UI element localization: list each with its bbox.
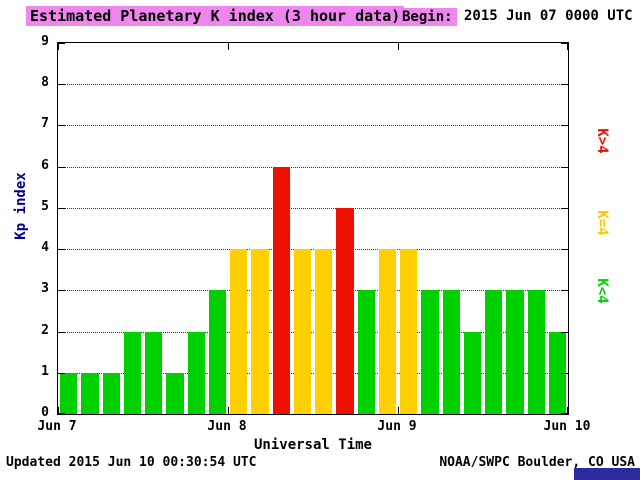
x-axis-tick: [567, 43, 568, 50]
y-axis-tick: [561, 372, 568, 374]
x-axis-tick: [228, 43, 229, 50]
x-axis-tick: [58, 43, 59, 50]
y-axis-tick: [58, 413, 65, 414]
kp-bar: [187, 331, 205, 414]
legend-k-lt-4: K<4: [594, 278, 610, 304]
kp-bar: [145, 331, 163, 414]
y-tick-label: 7: [41, 116, 49, 132]
legend-k-gt-4: K>4: [594, 128, 610, 154]
x-tick-label: Jun 7: [37, 419, 77, 434]
y-tick-label: 3: [41, 281, 49, 297]
chart-title: Estimated Planetary K index (3 hour data…: [26, 6, 405, 26]
x-tick-label: Jun 10: [543, 419, 591, 434]
begin-label: Begin:: [398, 8, 457, 26]
y-tick-label: 1: [41, 363, 49, 379]
y-tick-label: 0: [41, 405, 49, 420]
kp-bar: [336, 207, 354, 414]
gridline: [58, 372, 568, 374]
y-axis-tick: [561, 125, 568, 127]
y-axis-tick: [561, 249, 568, 251]
kp-bar: [400, 249, 418, 414]
kp-bar: [272, 166, 290, 414]
kp-bar: [123, 331, 141, 414]
y-axis-tick: [561, 413, 568, 414]
y-axis-tick: [58, 290, 65, 292]
gridline: [58, 249, 568, 251]
begin-timestamp: 2015 Jun 07 0000 UTC: [464, 8, 633, 24]
y-axis-tick: [58, 249, 65, 251]
x-axis-tick: [228, 407, 229, 414]
gridline: [58, 331, 568, 333]
kp-bar: [506, 290, 524, 414]
y-axis-tick: [58, 166, 65, 168]
y-axis-tick: [58, 331, 65, 333]
y-tick-label: 4: [41, 240, 49, 256]
y-axis-tick: [561, 166, 568, 168]
gridline: [58, 207, 568, 209]
kp-bar: [230, 249, 248, 414]
kp-bar: [421, 290, 439, 414]
y-axis-tick: [561, 84, 568, 86]
x-axis-tick: [567, 407, 568, 414]
legend-k-eq-4: K=4: [594, 210, 610, 236]
gridline: [58, 290, 568, 292]
y-axis-tick: [58, 84, 65, 86]
y-tick-label: 5: [41, 198, 49, 214]
kp-bar: [442, 290, 460, 414]
kp-bar: [548, 331, 566, 414]
y-axis-tick: [561, 331, 568, 333]
gridline: [58, 125, 568, 127]
kp-bar: [315, 249, 333, 414]
updated-timestamp: Updated 2015 Jun 10 00:30:54 UTC: [6, 455, 257, 470]
x-axis-tick: [398, 43, 399, 50]
x-axis-title: Universal Time: [253, 437, 372, 453]
kp-bar: [166, 372, 184, 414]
kp-bar: [208, 290, 226, 414]
y-tick-label: 8: [41, 75, 49, 91]
y-tick-label: 9: [41, 34, 49, 49]
y-tick-label: 2: [41, 322, 49, 338]
y-axis-tick: [561, 290, 568, 292]
y-axis-tick: [58, 43, 65, 44]
y-axis-tick: [58, 125, 65, 127]
y-axis-tick: [561, 207, 568, 209]
kp-bar: [81, 372, 99, 414]
x-tick-label: Jun 8: [207, 419, 247, 434]
kp-bar: [251, 249, 269, 414]
gridline: [58, 166, 568, 168]
kp-bar: [527, 290, 545, 414]
y-axis-tick: [58, 207, 65, 209]
x-axis-tick: [398, 407, 399, 414]
kp-bar: [463, 331, 481, 414]
kp-bar: [378, 249, 396, 414]
y-tick-label: 6: [41, 157, 49, 173]
x-axis-tick: [58, 407, 59, 414]
kp-bar: [357, 290, 375, 414]
plot-area: [57, 42, 569, 415]
kp-bar: [60, 372, 78, 414]
y-axis-tick: [58, 372, 65, 374]
kp-bar: [293, 249, 311, 414]
kp-bar: [485, 290, 503, 414]
kp-bar: [102, 372, 120, 414]
corner-box: [574, 468, 640, 480]
y-axis-tick: [561, 43, 568, 44]
credit-text: NOAA/SWPC Boulder, CO USA: [439, 455, 635, 470]
x-tick-label: Jun 9: [377, 419, 417, 434]
gridline: [58, 84, 568, 86]
